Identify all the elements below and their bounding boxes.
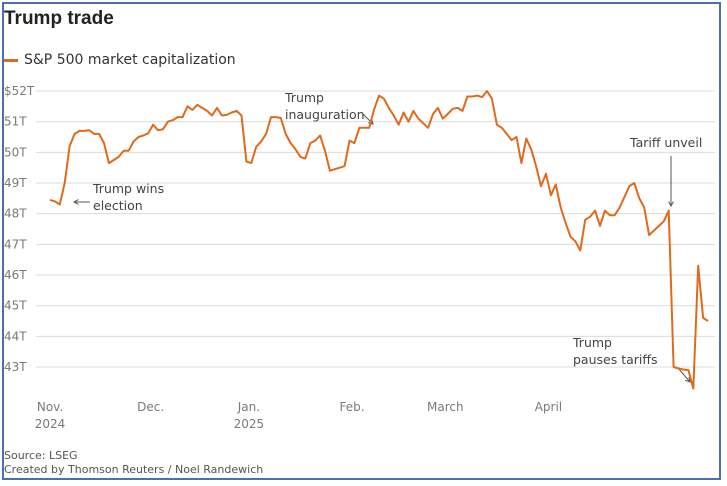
- annotation-pauses-tariffs-line2: pauses tariffs: [573, 352, 658, 367]
- legend: S&P 500 market capitalization: [4, 52, 236, 68]
- y-tick-label: 48T: [4, 207, 27, 221]
- arrow-pauses-tariffs-head: [685, 377, 691, 383]
- credit-note: Created by Thomson Reuters / Noel Randew…: [4, 463, 264, 476]
- y-tick-label: 43T: [4, 360, 27, 374]
- y-tick-label: 51T: [4, 115, 27, 129]
- x-tick-label: March: [427, 400, 464, 414]
- annotation-tariff-unveil: Tariff unveil: [629, 135, 702, 150]
- series-line: [49, 90, 709, 390]
- y-tick-label: $52T: [4, 84, 35, 98]
- annotation-trump-wins: Trump wins: [92, 181, 164, 196]
- footer: Source: LSEG Created by Thomson Reuters …: [4, 449, 263, 477]
- x-tick-label: Jan.: [237, 400, 260, 414]
- arrow-tariff-unveil-head: [668, 201, 674, 208]
- annotation-trump-wins-line2: election: [93, 198, 143, 213]
- legend-swatch: [4, 58, 18, 62]
- chart-frame: [2, 2, 721, 480]
- x-tick-label: Feb.: [339, 400, 364, 414]
- y-tick-label: 50T: [4, 145, 27, 159]
- x-tick-label: April: [535, 400, 562, 414]
- annotation-inauguration: Trump: [284, 90, 324, 105]
- annotation-inauguration-line2: inauguration: [285, 107, 365, 122]
- arrow-pauses-tariffs: [677, 367, 691, 383]
- x-tick-label: Dec.: [137, 400, 164, 414]
- legend-label: S&P 500 market capitalization: [24, 52, 236, 68]
- y-tick-label: 47T: [4, 237, 27, 251]
- x-tick-label: Nov.: [37, 400, 63, 414]
- annotation-pauses-tariffs: Trump: [572, 335, 612, 350]
- x-tick-year: 2024: [35, 417, 66, 431]
- x-tick-year: 2025: [234, 417, 265, 431]
- chart-title: Trump trade: [4, 8, 114, 29]
- y-tick-label: 49T: [4, 176, 27, 190]
- y-tick-label: 44T: [4, 329, 27, 343]
- source-note: Source: LSEG: [4, 449, 78, 462]
- y-tick-label: 45T: [4, 299, 27, 313]
- y-tick-label: 46T: [4, 268, 27, 282]
- arrow-trump-wins-head: [72, 199, 79, 205]
